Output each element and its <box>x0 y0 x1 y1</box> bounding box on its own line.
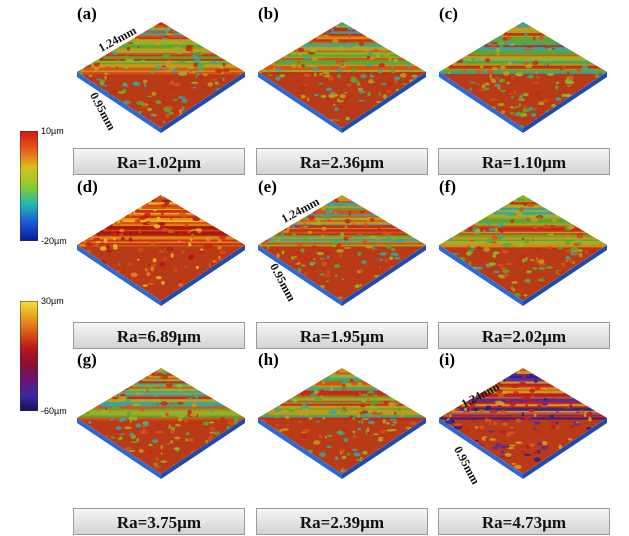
scale-bottom-max-label: 30µm <box>41 296 64 306</box>
surface-topography-image <box>77 368 245 479</box>
surface-topography-image <box>77 195 245 306</box>
panel-label: (e) <box>258 177 277 196</box>
panel-label: (h) <box>258 350 279 369</box>
surface-panel: (c) <box>437 4 617 145</box>
surface-topography-image <box>258 22 426 133</box>
panel-label: (g) <box>77 350 97 369</box>
surface-panel: (d) <box>75 177 255 318</box>
surface-panel: (f) <box>437 177 617 318</box>
panel-label: (d) <box>77 177 98 196</box>
roughness-value-bar: Ra=6.89µm <box>73 322 245 349</box>
scale-top-max-label: 10µm <box>41 126 64 136</box>
surface-topography-image <box>439 368 607 479</box>
surface-topography-image <box>439 22 607 133</box>
roughness-value-bar: Ra=1.95µm <box>256 322 428 349</box>
roughness-value-bar: Ra=1.02µm <box>73 148 245 175</box>
surface-panel: (b) <box>256 4 436 145</box>
roughness-value-bar: Ra=3.75µm <box>73 508 245 535</box>
panel-label: (c) <box>439 4 458 23</box>
panel-label: (b) <box>258 4 279 23</box>
surface-panel: (h) <box>256 350 436 491</box>
surface-topography-image <box>77 22 245 133</box>
panel-label: (i) <box>439 350 456 369</box>
surface-topography-image <box>258 195 426 306</box>
scale-gradient-bottom <box>19 300 39 412</box>
surface-topography-image <box>439 195 607 306</box>
panel-label: (f) <box>439 177 456 196</box>
scale-gradient-top <box>19 130 39 242</box>
height-scale-bar-top <box>19 130 39 242</box>
surface-panel: (a) <box>75 4 255 145</box>
surface-panel: (g) <box>75 350 255 491</box>
height-scale-bar-bottom <box>19 300 39 412</box>
roughness-value-bar: Ra=1.10µm <box>438 148 610 175</box>
surface-topography-image <box>258 368 426 479</box>
roughness-value-bar: Ra=2.02µm <box>438 322 610 349</box>
surface-panel: (e) <box>256 177 436 318</box>
scale-top-min-label: -20µm <box>41 236 67 246</box>
scale-bottom-min-label: -60µm <box>41 406 67 416</box>
roughness-value-bar: Ra=2.36µm <box>256 148 428 175</box>
panel-label: (a) <box>77 4 97 23</box>
roughness-value-bar: Ra=4.73µm <box>438 508 610 535</box>
roughness-value-bar: Ra=2.39µm <box>256 508 428 535</box>
surface-panel: (i) <box>437 350 617 491</box>
